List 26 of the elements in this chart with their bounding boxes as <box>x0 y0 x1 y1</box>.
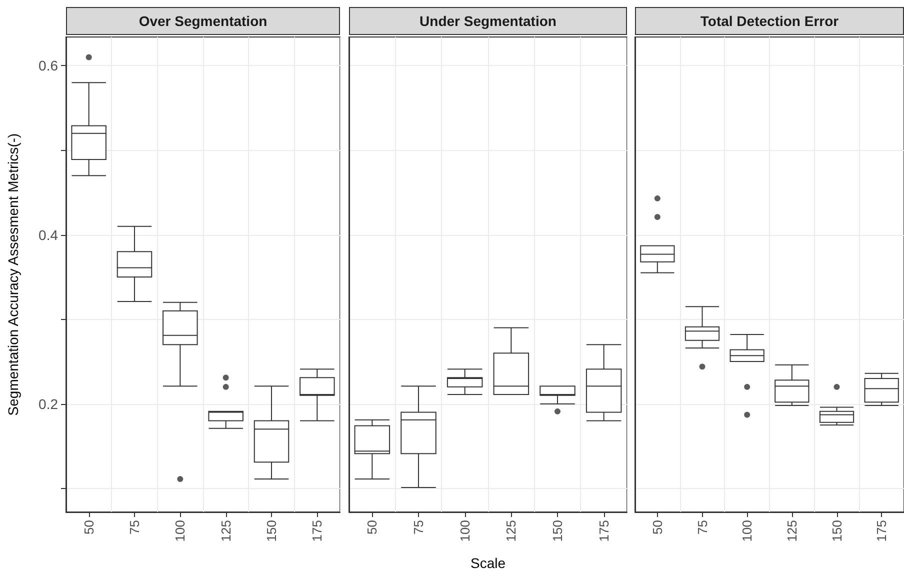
x-tick-label: 150 <box>550 520 565 542</box>
chart-title: Over Segmentation <box>66 7 340 35</box>
x-tick-label: 175 <box>874 520 890 542</box>
x-tick-label: 100 <box>457 520 472 542</box>
x-tick-label: 100 <box>740 520 755 542</box>
x-tick-label: 50 <box>81 520 96 534</box>
x-tick-label: 175 <box>596 520 612 542</box>
x-tick-label: 50 <box>650 520 665 534</box>
x-axis-title: Scale <box>470 555 506 571</box>
x-tick-label: 175 <box>310 520 325 542</box>
chart-title: Total Detection Error <box>635 7 904 35</box>
x-tick-label: 50 <box>364 520 380 534</box>
x-tick-label: 75 <box>411 520 426 534</box>
chart-title: Under Segmentation <box>349 7 627 35</box>
x-tick-label: 150 <box>264 520 279 542</box>
y-tick-label: 0.2 <box>38 396 58 412</box>
y-tick-label: 0.4 <box>38 226 58 243</box>
x-tick-label: 75 <box>127 520 142 534</box>
x-tick-label: 125 <box>504 520 519 542</box>
y-tick-label: 0.6 <box>38 58 58 74</box>
x-tick-label: 125 <box>218 520 234 542</box>
x-tick-label: 75 <box>694 520 710 534</box>
x-tick-label: 150 <box>829 520 844 542</box>
x-tick-label: 125 <box>784 520 800 542</box>
y-axis-title: Segmentation Accuracy Assesment Metrics(-) <box>5 133 21 416</box>
x-tick-label: 100 <box>172 520 188 542</box>
